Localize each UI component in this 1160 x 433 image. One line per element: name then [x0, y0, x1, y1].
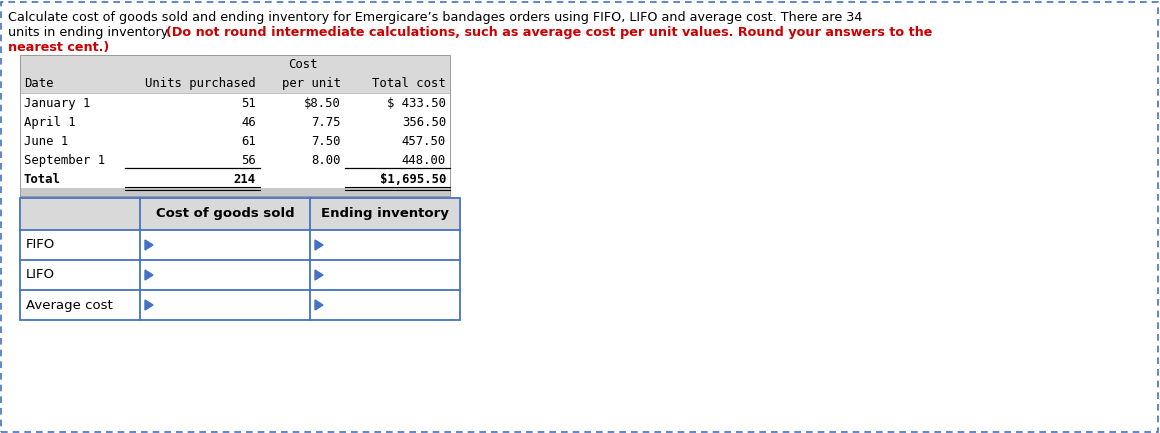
Text: $1,695.50: $1,695.50	[379, 173, 445, 186]
Bar	[20, 55, 450, 196]
Text: LIFO: LIFO	[26, 268, 55, 281]
Text: 61: 61	[241, 135, 256, 148]
Text: (Do not round intermediate calculations, such as average cost per unit values. R: (Do not round intermediate calculations,…	[166, 26, 933, 39]
Text: Cost of goods sold: Cost of goods sold	[155, 207, 295, 220]
Text: 214: 214	[234, 173, 256, 186]
Text: Units purchased: Units purchased	[145, 77, 256, 90]
Polygon shape	[145, 270, 153, 280]
Text: 7.75: 7.75	[312, 116, 341, 129]
Text: Total cost: Total cost	[372, 77, 445, 90]
Polygon shape	[145, 240, 153, 250]
Bar	[20, 230, 461, 320]
Text: January 1: January 1	[24, 97, 90, 110]
Bar	[20, 198, 461, 230]
Text: Average cost: Average cost	[26, 298, 113, 311]
Text: per unit: per unit	[282, 77, 341, 90]
Text: Calculate cost of goods sold and ending inventory for Emergicare’s bandages orde: Calculate cost of goods sold and ending …	[8, 11, 862, 24]
Text: 7.50: 7.50	[312, 135, 341, 148]
Text: FIFO: FIFO	[26, 239, 56, 252]
Text: Cost: Cost	[288, 58, 317, 71]
Text: 8.00: 8.00	[312, 154, 341, 167]
Text: $ 433.50: $ 433.50	[387, 97, 445, 110]
Text: September 1: September 1	[24, 154, 106, 167]
Text: 46: 46	[241, 116, 256, 129]
Text: 448.00: 448.00	[401, 154, 445, 167]
Polygon shape	[145, 300, 153, 310]
Text: June 1: June 1	[24, 135, 68, 148]
Text: April 1: April 1	[24, 116, 75, 129]
Bar	[20, 188, 450, 196]
Bar	[20, 93, 450, 188]
Text: 56: 56	[241, 154, 256, 167]
Bar	[20, 198, 461, 320]
Polygon shape	[316, 300, 322, 310]
Text: units in ending inventory.: units in ending inventory.	[8, 26, 174, 39]
Text: 51: 51	[241, 97, 256, 110]
Text: Total: Total	[24, 173, 60, 186]
Text: 356.50: 356.50	[401, 116, 445, 129]
Text: Date: Date	[24, 77, 53, 90]
Polygon shape	[316, 240, 322, 250]
Text: nearest cent.): nearest cent.)	[8, 41, 109, 54]
Text: $8.50: $8.50	[304, 97, 341, 110]
Polygon shape	[316, 270, 322, 280]
Text: Ending inventory: Ending inventory	[321, 207, 449, 220]
Text: 457.50: 457.50	[401, 135, 445, 148]
Bar	[20, 55, 450, 93]
